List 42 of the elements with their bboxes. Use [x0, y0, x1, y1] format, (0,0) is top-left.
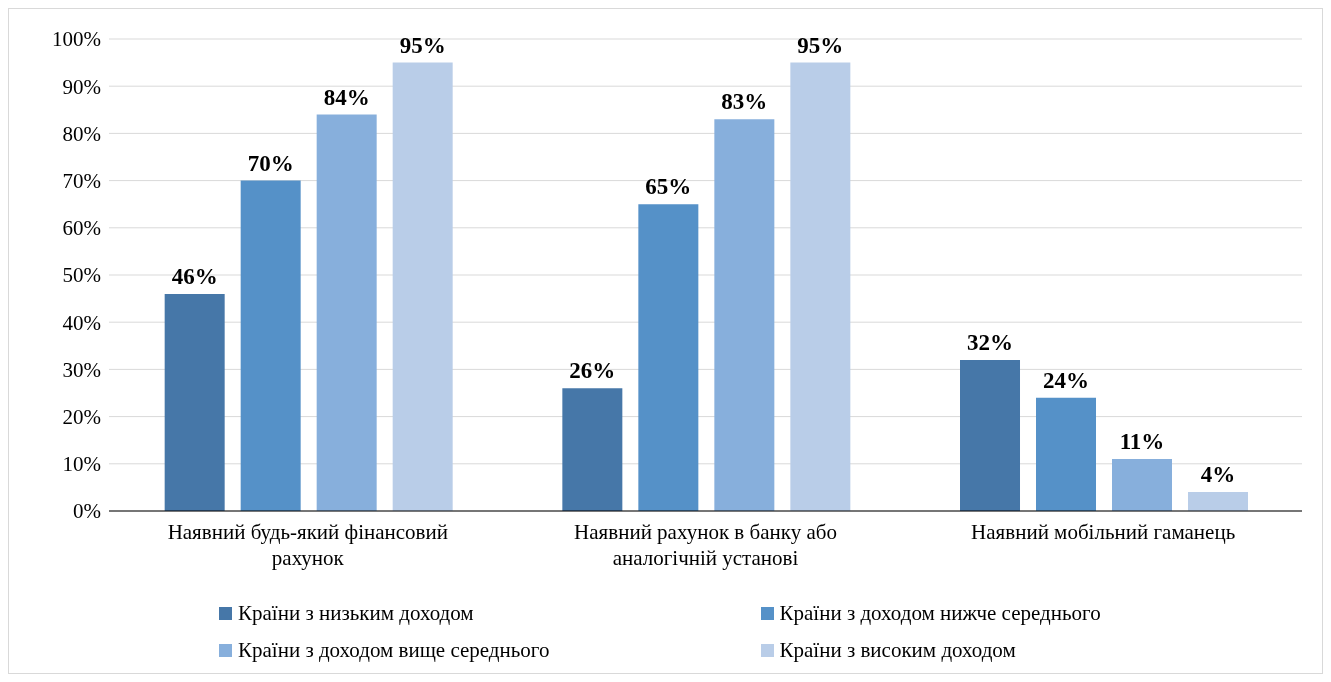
data-label: 26%	[569, 358, 616, 384]
legend-label: Країни з високим доходом	[779, 638, 1016, 663]
y-tick-label: 0%	[73, 499, 101, 524]
bar	[240, 180, 301, 511]
data-label: 4%	[1200, 462, 1236, 488]
data-label: 83%	[721, 89, 768, 115]
y-tick-label: 10%	[62, 452, 101, 477]
data-label: 46%	[171, 263, 218, 289]
data-label: 65%	[645, 174, 692, 200]
data-label: 32%	[967, 329, 1014, 355]
data-label: 84%	[323, 84, 370, 110]
data-label: 70%	[247, 150, 294, 176]
bar	[638, 204, 699, 511]
y-tick-label: 30%	[62, 357, 101, 382]
y-tick-label: 90%	[62, 74, 101, 99]
bar	[1188, 492, 1249, 511]
x-tick-label: Наявний рахунок в банку або аналогічній установі	[574, 520, 837, 570]
x-tick-label: Наявний будь-який фінансовий рахунок	[167, 520, 449, 570]
y-tick-label: 40%	[62, 310, 101, 335]
bar	[164, 293, 225, 511]
bar	[316, 114, 377, 511]
bar	[1036, 397, 1097, 511]
bar	[960, 359, 1021, 511]
bar	[392, 62, 453, 511]
data-label: 95%	[399, 32, 446, 58]
data-label: 95%	[797, 32, 844, 58]
legend-label: Країни з низьким доходом	[238, 601, 474, 626]
y-tick-label: 70%	[62, 169, 101, 194]
x-tick-label: Наявний мобільний гаманець	[971, 520, 1236, 544]
y-tick-label: 50%	[62, 263, 101, 288]
y-tick-label: 20%	[62, 405, 101, 430]
y-tick-label: 80%	[62, 121, 101, 146]
legend-label: Країни з доходом вище середнього	[238, 638, 550, 663]
bar	[1112, 459, 1173, 511]
y-tick-label: 100%	[52, 27, 101, 52]
bar	[714, 119, 775, 511]
bar	[562, 388, 623, 511]
legend-label: Країни з доходом нижче середнього	[779, 601, 1101, 626]
data-label: 11%	[1119, 429, 1165, 455]
y-tick-label: 60%	[62, 216, 101, 241]
bar	[790, 62, 851, 511]
data-label: 24%	[1043, 367, 1090, 393]
